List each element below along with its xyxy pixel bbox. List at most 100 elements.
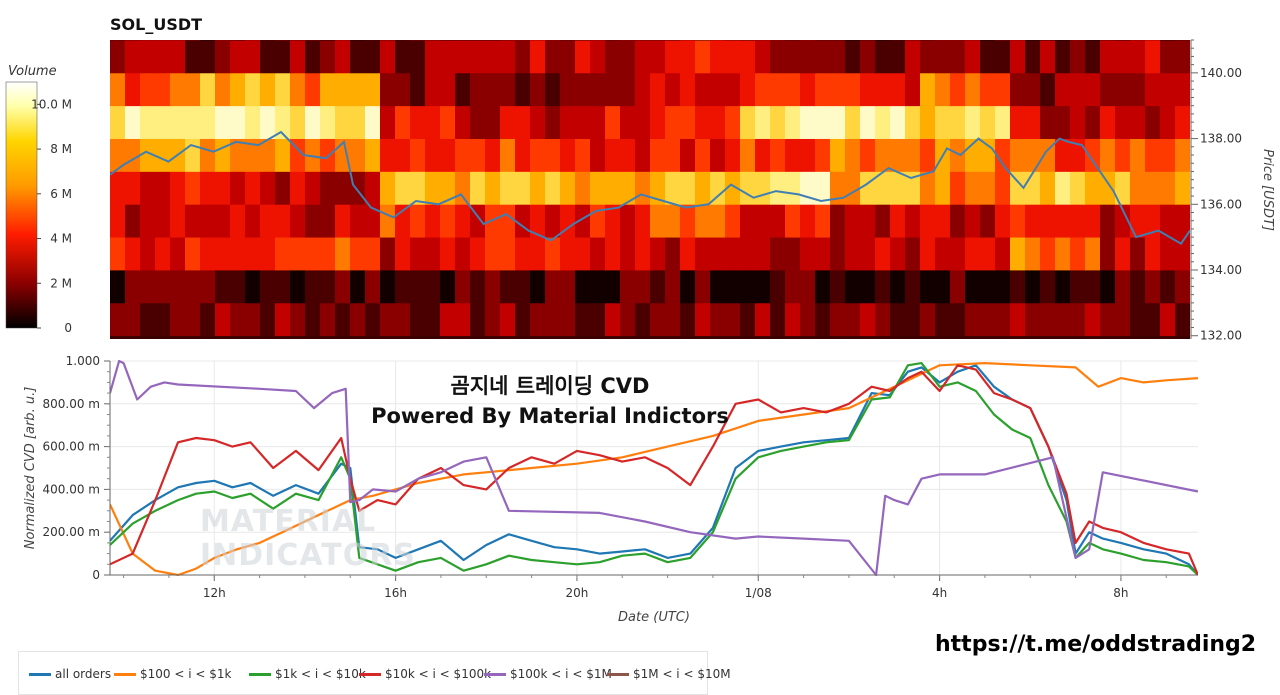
heatmap-cell: [1100, 40, 1116, 41]
heatmap-cell: [785, 72, 801, 107]
heatmap-cell: [605, 40, 621, 74]
heatmap-cell: [980, 302, 996, 337]
heatmap-cell: [995, 138, 1011, 172]
heatmap-cell: [380, 270, 396, 304]
heatmap-cell: [1055, 237, 1071, 271]
heatmap-cell: [515, 105, 531, 139]
heatmap-cell: [725, 237, 741, 271]
legend-item[interactable]: $100 < i < $1k: [114, 667, 231, 681]
heatmap-cell: [1100, 72, 1116, 107]
heatmap-cell: [395, 40, 411, 41]
heatmap-cell: [350, 72, 366, 107]
heatmap-cell: [590, 40, 606, 74]
heatmap-cell: [1175, 138, 1190, 172]
heatmap-cell: [485, 138, 501, 172]
heatmap-cell: [800, 40, 816, 41]
heatmap-cell: [395, 138, 411, 172]
heatmap-cell: [680, 72, 696, 107]
heatmap-cell: [635, 302, 651, 337]
heatmap-cell: [1085, 138, 1101, 172]
heatmap-cell: [860, 302, 876, 337]
heatmap-cell: [305, 40, 321, 41]
heatmap-cell: [635, 138, 651, 172]
heatmap-cell: [1100, 204, 1116, 238]
heatmap-cell: [230, 237, 246, 271]
heatmap-cell: [305, 40, 321, 74]
legend-item[interactable]: $10k < i < $100k: [359, 667, 491, 681]
heatmap-cell: [125, 204, 141, 238]
heatmap-cell: [770, 270, 786, 304]
heatmap-cell: [1010, 72, 1026, 107]
heatmap-cell: [740, 40, 756, 74]
heatmap-cell: [590, 270, 606, 304]
watermark-line-1: MATERIAL: [200, 504, 377, 539]
heatmap-cell: [560, 204, 576, 238]
heatmap-cell: [860, 204, 876, 238]
heatmap-cell: [140, 302, 156, 337]
heatmap-cell: [845, 270, 861, 304]
heatmap-cell: [605, 171, 621, 205]
heatmap-cell: [305, 302, 321, 337]
heatmap-cell: [620, 138, 636, 172]
legend-item[interactable]: all orders: [29, 667, 111, 681]
heatmap-cell: [185, 105, 201, 139]
heatmap-cell: [860, 105, 876, 139]
heatmap-cell: [410, 40, 426, 74]
legend-item[interactable]: $100k < i < $1M: [484, 667, 612, 681]
heatmap-cell: [200, 237, 216, 271]
heatmap-cell: [335, 204, 351, 238]
heatmap-cell: [530, 40, 546, 41]
heatmap-cell: [650, 40, 666, 41]
heatmap-cell: [620, 40, 636, 41]
heatmap-cell: [1145, 302, 1161, 337]
heatmap-cell: [1070, 138, 1086, 172]
heatmap-cell: [530, 237, 546, 271]
heatmap-cell: [755, 237, 771, 271]
heatmap-cell: [380, 237, 396, 271]
heatmap-cell: [1055, 72, 1071, 107]
heatmap-cell: [575, 270, 591, 304]
heatmap-cell: [815, 138, 831, 172]
heatmap-cell: [785, 105, 801, 139]
heatmap-cell: [830, 40, 846, 41]
heatmap-cell: [125, 105, 141, 139]
heatmap-cell: [275, 302, 291, 337]
heatmap-cell: [470, 105, 486, 139]
heatmap-cell: [1175, 72, 1190, 107]
heatmap-cell: [500, 270, 516, 304]
heatmap-cell: [1100, 138, 1116, 172]
heatmap-cell: [410, 237, 426, 271]
heatmap-cell: [455, 105, 471, 139]
heatmap-cell: [320, 72, 336, 107]
heatmap-cell: [215, 270, 231, 304]
legend-item[interactable]: $1M < i < $10M: [607, 667, 731, 681]
heatmap-cell: [305, 105, 321, 139]
heatmap-cell: [470, 270, 486, 304]
heatmap-cell: [740, 138, 756, 172]
colorbar-ticks: 0 2 M 4 M 6 M 8 M 10.0 M: [31, 97, 72, 335]
heatmap-cell: [650, 237, 666, 271]
telegram-link[interactable]: https://t.me/oddstrading2: [935, 632, 1257, 657]
heatmap-cell: [785, 302, 801, 337]
heatmap-cell: [755, 72, 771, 107]
heatmap-cell: [860, 138, 876, 172]
heatmap-cell: [275, 40, 291, 74]
heatmap-cell: [965, 171, 981, 205]
heatmap-cell: [830, 138, 846, 172]
heatmap-cell: [245, 171, 261, 205]
heatmap-cell: [935, 204, 951, 238]
heatmap-cell: [485, 40, 501, 41]
heatmap-cell: [845, 40, 861, 74]
heatmap-cell: [725, 40, 741, 74]
heatmap-cell: [665, 40, 681, 74]
heatmap-cell: [905, 171, 921, 205]
heatmap-cell: [185, 40, 201, 74]
heatmap-cell: [425, 40, 441, 74]
heatmap-cell: [590, 40, 606, 41]
heatmap-cell: [545, 72, 561, 107]
volume-heatmap: [110, 40, 1190, 339]
legend-item[interactable]: $1k < i < $10k: [249, 667, 366, 681]
heatmap-cell: [350, 138, 366, 172]
heatmap-cell: [710, 302, 726, 337]
cvd-series-line: [110, 362, 1198, 576]
